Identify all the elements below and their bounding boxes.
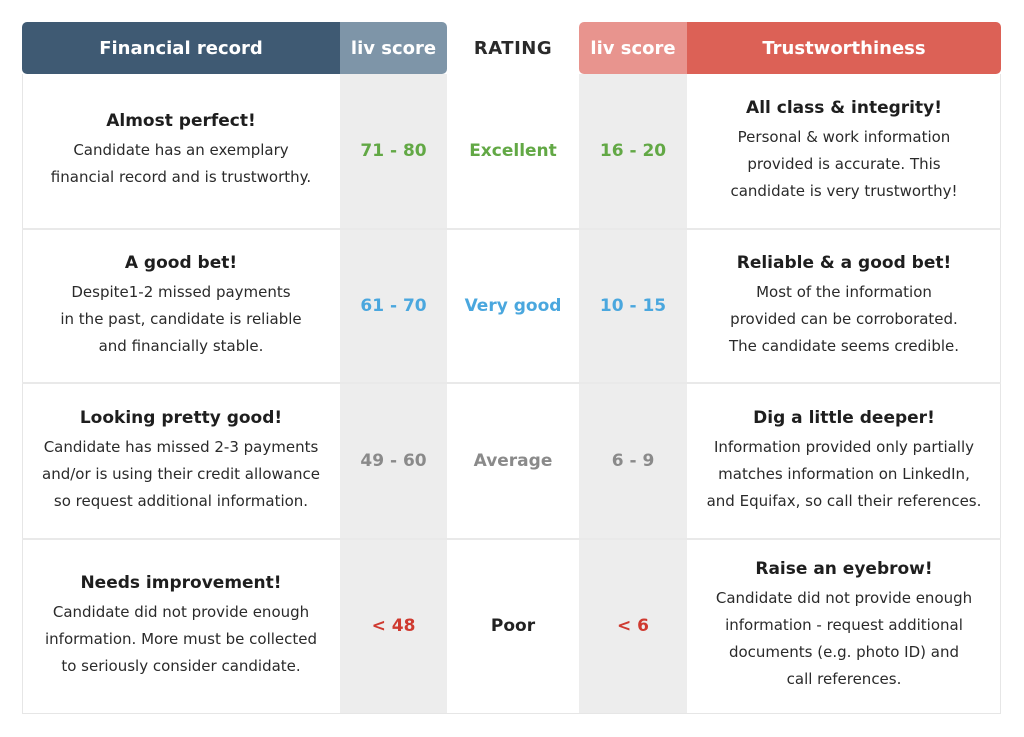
row-divider	[22, 538, 1001, 540]
financial-line: Candidate has an exemplary	[73, 141, 289, 159]
trust-line: and Equifax, so call their references.	[706, 491, 982, 510]
financial-score-cell: 61 - 70	[340, 230, 447, 382]
financial-line: information. More must be collected	[44, 629, 318, 648]
financial-description: Almost perfect! Candidate has an exempla…	[22, 74, 340, 228]
financial-title: Needs improvement!	[80, 572, 282, 593]
rating-label: Very good	[464, 296, 562, 316]
financial-line: and/or is using their credit allowance	[42, 464, 320, 483]
financial-score-cell: < 48	[340, 540, 447, 712]
rating-cell: Average	[447, 384, 579, 538]
rating-cell: Very good	[447, 230, 579, 382]
liv-score-right-column	[579, 74, 687, 714]
row-divider	[22, 228, 1001, 230]
financial-line: financial record and is trustworthy.	[50, 168, 312, 186]
trust-line: Most of the information	[756, 282, 932, 301]
table-row-very-good: A good bet! Despite1-2 missed payments i…	[22, 230, 1001, 382]
trust-score: 16 - 20	[599, 141, 667, 161]
financial-score: 49 - 60	[360, 451, 427, 471]
financial-score: 71 - 80	[360, 141, 427, 161]
trust-description: Reliable & a good bet! Most of the infor…	[687, 230, 1001, 382]
trust-line: documents (e.g. photo ID) and	[728, 643, 960, 661]
trust-score-cell: < 6	[579, 540, 687, 712]
rating-cell: Excellent	[447, 74, 579, 228]
trust-score: 10 - 15	[599, 296, 667, 316]
trust-line: provided can be corroborated.	[730, 309, 958, 328]
rating-label: Average	[473, 451, 553, 471]
rating-label: Excellent	[469, 141, 557, 161]
trust-line: Candidate did not provide enough	[715, 589, 973, 607]
financial-score-cell: 71 - 80	[340, 74, 447, 228]
financial-description: Looking pretty good! Candidate has misse…	[22, 384, 340, 538]
rating-header: RATING	[473, 37, 553, 59]
trust-score: 6 - 9	[611, 451, 655, 471]
trust-title: Reliable & a good bet!	[736, 252, 952, 273]
trust-description: Raise an eyebrow! Candidate did not prov…	[687, 540, 1001, 712]
financial-score: < 48	[371, 616, 416, 636]
trust-line: Personal & work information	[737, 127, 951, 146]
trust-line: The candidate seems credible.	[728, 336, 960, 355]
trust-score-cell: 10 - 15	[579, 230, 687, 382]
financial-line: Candidate has missed 2-3 payments	[43, 437, 319, 456]
trust-line: provided is accurate. This	[747, 154, 941, 173]
financial-line: to seriously consider candidate.	[61, 656, 301, 675]
liv-score-right-header: liv score	[579, 22, 687, 74]
rating-cell: Poor	[447, 540, 579, 712]
table-row-average: Looking pretty good! Candidate has misse…	[22, 384, 1001, 538]
financial-line: so request additional information.	[53, 491, 309, 510]
financial-description: Needs improvement! Candidate did not pro…	[22, 540, 340, 712]
rating-label: Poor	[490, 616, 536, 636]
rating-table: Financial record liv score RATING liv sc…	[22, 22, 1001, 714]
trust-score-cell: 6 - 9	[579, 384, 687, 538]
trust-line: candidate is very trustworthy!	[730, 181, 958, 200]
trust-score: < 6	[617, 616, 649, 636]
financial-description: A good bet! Despite1-2 missed payments i…	[22, 230, 340, 382]
trust-description: Dig a little deeper! Information provide…	[687, 384, 1001, 538]
financial-line: Candidate did not provide enough	[52, 602, 310, 621]
trust-description: All class & integrity! Personal & work i…	[687, 74, 1001, 228]
trust-line: matches information on LinkedIn,	[718, 464, 970, 483]
financial-title: Looking pretty good!	[79, 407, 283, 428]
financial-record-header: Financial record	[22, 22, 340, 74]
trust-title: All class & integrity!	[746, 97, 942, 118]
table-row-excellent: Almost perfect! Candidate has an exempla…	[22, 74, 1001, 228]
table-body-frame	[22, 74, 1001, 714]
row-divider	[22, 382, 1001, 384]
trust-score-cell: 16 - 20	[579, 74, 687, 228]
financial-title: A good bet!	[124, 252, 238, 273]
financial-score: 61 - 70	[360, 296, 427, 316]
trustworthiness-header: Trustworthiness	[687, 22, 1001, 74]
table-row-poor: Needs improvement! Candidate did not pro…	[22, 540, 1001, 712]
financial-line: in the past, candidate is reliable	[60, 309, 302, 328]
financial-line: Despite1-2 missed payments	[71, 282, 291, 301]
liv-score-left-header: liv score	[340, 22, 447, 74]
financial-score-cell: 49 - 60	[340, 384, 447, 538]
trust-line: Information provided only partially	[713, 437, 975, 456]
trust-title: Raise an eyebrow!	[755, 559, 933, 579]
trust-line: call references.	[786, 670, 902, 688]
financial-line: and financially stable.	[98, 336, 264, 355]
liv-score-left-column	[340, 74, 447, 714]
trust-title: Dig a little deeper!	[753, 407, 935, 428]
trust-line: information - request additional	[725, 616, 963, 634]
financial-title: Almost perfect!	[106, 111, 256, 131]
